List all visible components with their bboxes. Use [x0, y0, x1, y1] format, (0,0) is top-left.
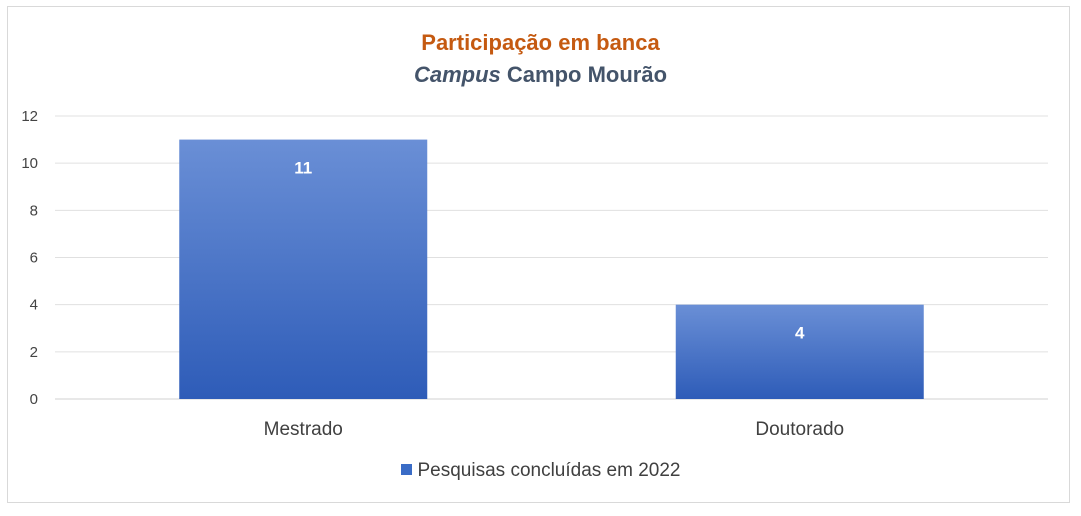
chart-subtitle-rest: Campo Mourão — [506, 62, 668, 87]
chart-subtitle-italic: Campus — [413, 62, 501, 87]
x-axis-labels: Mestrado Doutorado — [264, 419, 844, 440]
chart-subtitle: Campus Campo Mourão — [0, 62, 1081, 88]
y-tick-label: 10 — [21, 155, 38, 172]
bar-doutorado — [675, 304, 924, 399]
legend-swatch — [400, 464, 412, 475]
chart-title: Participação em banca — [421, 30, 660, 55]
y-tick-label: 6 — [30, 250, 38, 267]
bars: 11 4 — [179, 139, 924, 400]
y-tick-label: 4 — [30, 297, 38, 314]
data-label-mestrado: 11 — [294, 159, 312, 178]
y-tick-label: 0 — [30, 391, 38, 408]
data-label-doutorado: 4 — [795, 324, 805, 343]
x-category-label: Mestrado — [264, 419, 343, 440]
bar-mestrado — [179, 139, 428, 400]
x-category-label: Doutorado — [755, 419, 844, 440]
legend-label: Pesquisas concluídas em 2022 — [417, 460, 681, 481]
legend: Pesquisas concluídas em 2022 — [0, 460, 1081, 482]
y-axis-ticks: 0 2 4 6 8 10 12 — [21, 108, 38, 408]
y-tick-label: 2 — [30, 344, 38, 361]
y-tick-label: 12 — [21, 108, 38, 125]
y-tick-label: 8 — [30, 202, 38, 219]
